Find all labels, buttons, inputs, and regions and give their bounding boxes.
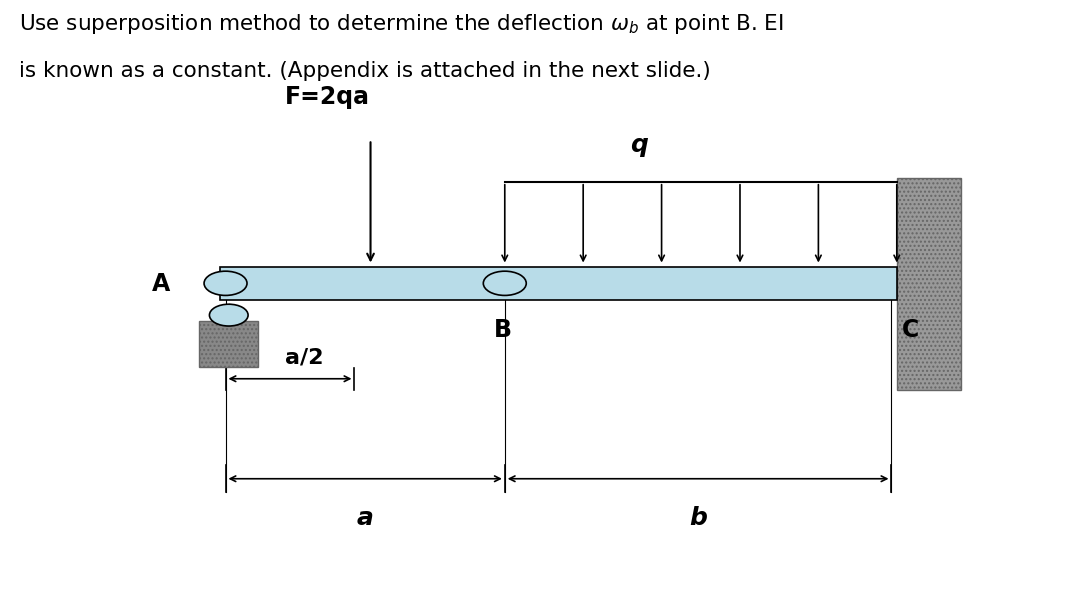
Text: F=2qa: F=2qa — [285, 85, 369, 109]
Bar — [200, 321, 259, 367]
Circle shape — [204, 271, 247, 296]
Bar — [220, 267, 897, 300]
Text: b: b — [690, 506, 707, 530]
Circle shape — [483, 271, 526, 296]
Text: a/2: a/2 — [285, 347, 323, 368]
Text: is known as a constant. (Appendix is attached in the next slide.): is known as a constant. (Appendix is att… — [19, 61, 711, 81]
Circle shape — [209, 304, 248, 326]
Bar — [897, 178, 961, 390]
Text: A: A — [153, 271, 170, 296]
Text: Use superposition method to determine the deflection $\omega_b$ at point B. EI: Use superposition method to determine th… — [19, 12, 784, 36]
Text: B: B — [494, 318, 511, 342]
Text: a: a — [357, 506, 374, 530]
Text: q: q — [630, 133, 648, 158]
Text: C: C — [902, 318, 919, 342]
